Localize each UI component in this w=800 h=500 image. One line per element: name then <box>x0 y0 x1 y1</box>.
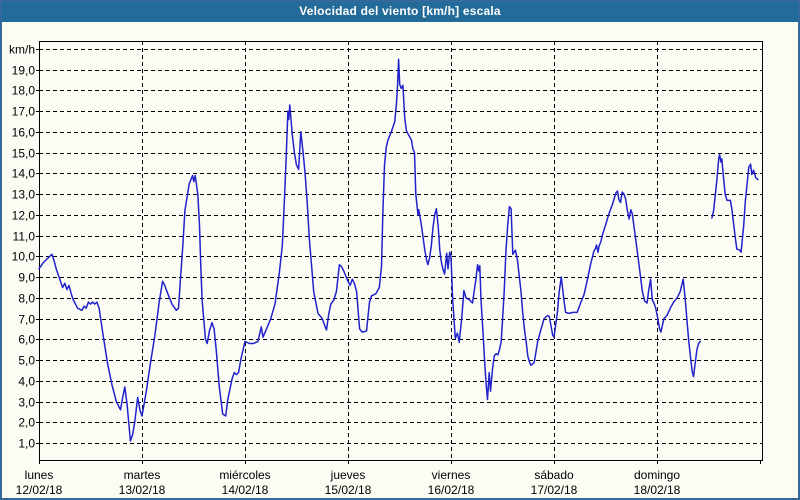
day-date-label: 13/02/18 <box>119 483 166 497</box>
y-tick-label: 13,0 <box>12 188 36 202</box>
day-name-label: lunes <box>25 468 54 482</box>
y-tick-label: 16,0 <box>12 126 36 140</box>
plot-border <box>39 41 763 461</box>
chart-title: Velocidad del viento [km/h] escala <box>299 4 501 18</box>
y-tick-label: 10,0 <box>12 250 36 264</box>
day-date-label: 14/02/18 <box>222 483 269 497</box>
y-tick-label: 1,0 <box>18 437 35 451</box>
y-tick-label: 15,0 <box>12 147 36 161</box>
wind-speed-line <box>38 58 702 442</box>
day-date-label: 12/02/18 <box>16 483 63 497</box>
y-tick-label: 6,0 <box>18 333 35 347</box>
y-tick-label: 4,0 <box>18 375 35 389</box>
wind-speed-line <box>711 154 759 253</box>
day-name-label: miércoles <box>219 468 270 482</box>
title-bar: Velocidad del viento [km/h] escala <box>0 0 800 22</box>
day-name-label: jueves <box>330 468 366 482</box>
y-tick-label: 7,0 <box>18 313 35 327</box>
y-axis-unit-label: km/h <box>9 43 35 57</box>
y-tick-label: 5,0 <box>18 354 35 368</box>
day-name-label: viernes <box>432 468 471 482</box>
y-tick-label: 14,0 <box>12 167 36 181</box>
y-tick-label: 18,0 <box>12 84 36 98</box>
y-tick-label: 11,0 <box>13 230 36 244</box>
day-date-label: 15/02/18 <box>325 483 372 497</box>
y-tick-label: 17,0 <box>12 105 36 119</box>
day-name-label: sábado <box>534 468 574 482</box>
y-tick-label: 8,0 <box>18 292 35 306</box>
day-name-label: martes <box>124 468 161 482</box>
day-name-label: domingo <box>634 468 680 482</box>
day-date-label: 17/02/18 <box>531 483 578 497</box>
y-tick-label: 12,0 <box>12 209 36 223</box>
y-tick-label: 9,0 <box>18 271 35 285</box>
day-date-label: 16/02/18 <box>428 483 475 497</box>
day-date-label: 18/02/18 <box>634 483 681 497</box>
y-tick-label: 3,0 <box>18 396 35 410</box>
y-tick-label: 19,0 <box>12 64 36 78</box>
y-tick-label: 2,0 <box>18 416 35 430</box>
